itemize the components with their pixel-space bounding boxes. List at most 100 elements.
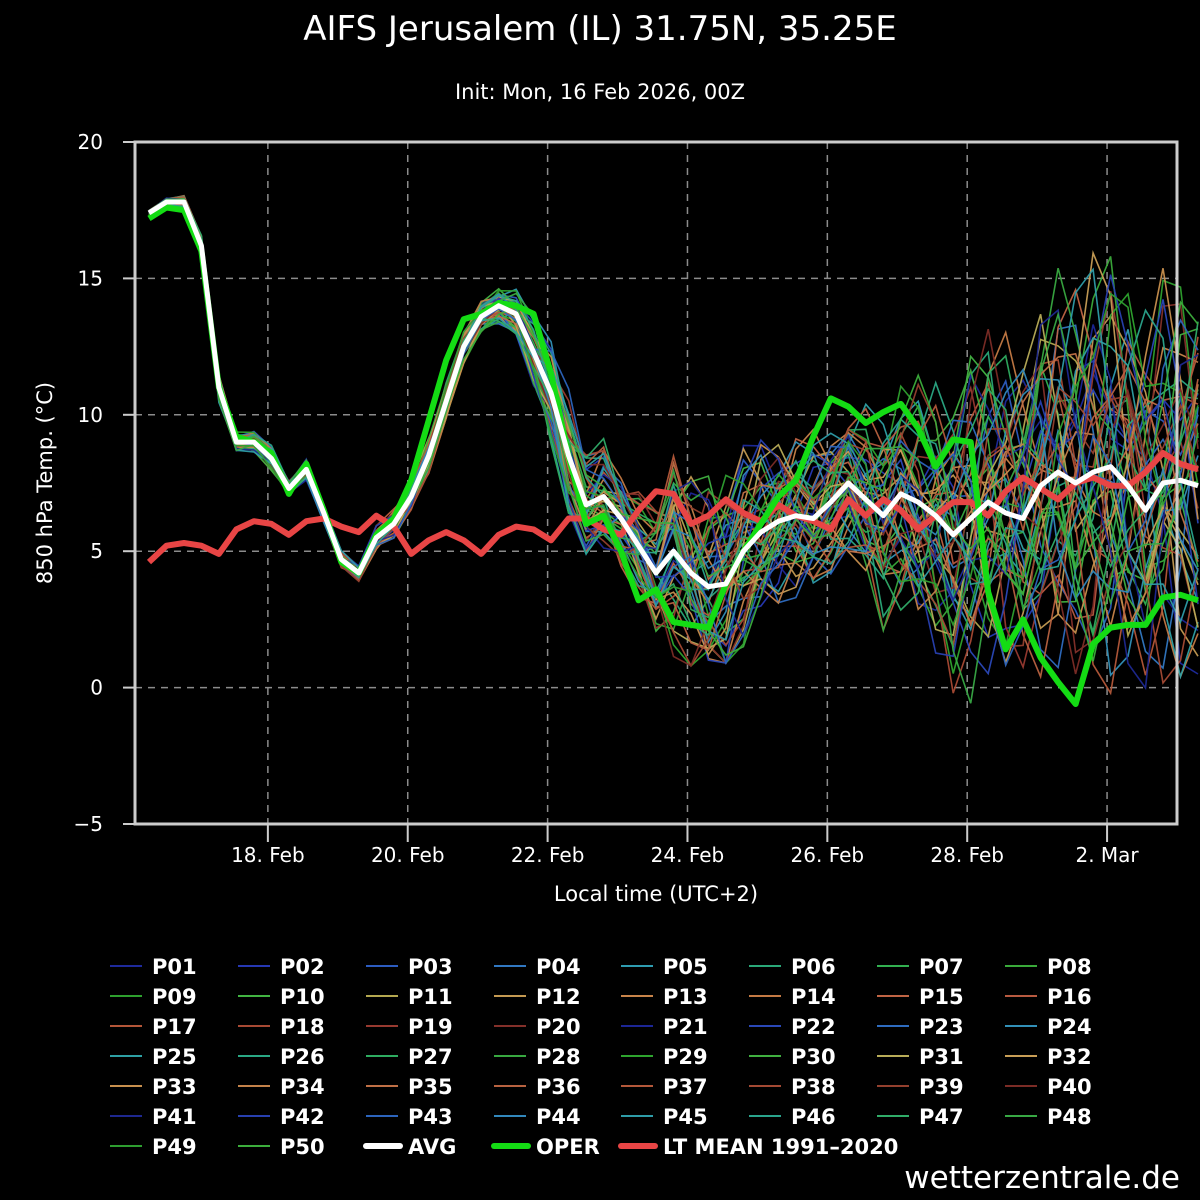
legend-label: P39 — [919, 1075, 964, 1099]
legend-label: P40 — [1047, 1075, 1092, 1099]
legend-label: P08 — [1047, 955, 1092, 979]
x-axis-ticks: 18. Feb 20. Feb 22. Feb 24. Feb 26. Feb 28. F… — [231, 824, 1139, 867]
legend-label: P43 — [408, 1105, 453, 1129]
y-tick-label: 5 — [90, 539, 103, 563]
legend-label: P31 — [919, 1045, 964, 1069]
legend-label: P15 — [919, 985, 964, 1009]
legend-label: P28 — [536, 1045, 581, 1069]
legend-label: P12 — [536, 985, 581, 1009]
legend-item-p28: P28 — [494, 1045, 581, 1069]
legend-label: P23 — [919, 1015, 964, 1039]
chart-subtitle: Init: Mon, 16 Feb 2026, 00Z — [455, 80, 745, 104]
legend-label: P47 — [919, 1105, 964, 1129]
legend-label: P06 — [791, 955, 836, 979]
legend-item-p26: P26 — [238, 1045, 325, 1069]
legend-label: P02 — [280, 955, 325, 979]
legend-item-oper: OPER — [491, 1135, 600, 1159]
legend-label: LT MEAN 1991–2020 — [663, 1135, 898, 1159]
x-tick-label: 22. Feb — [511, 843, 585, 867]
legend-item-p44: P44 — [494, 1105, 581, 1129]
legend-label: P10 — [280, 985, 325, 1009]
legend-item-lt-mean-1991-2020: LT MEAN 1991–2020 — [618, 1135, 898, 1159]
legend-label: P03 — [408, 955, 453, 979]
series-line-avg — [147, 199, 1199, 590]
legend-item-p07: P07 — [877, 955, 964, 979]
y-tick-label: −5 — [74, 812, 103, 836]
y-tick-label: 10 — [78, 403, 103, 427]
legend-item-p14: P14 — [749, 985, 836, 1009]
y-axis-label: 850 hPa Temp. (°C) — [33, 382, 57, 584]
legend-label: P19 — [408, 1015, 453, 1039]
x-tick-label: 24. Feb — [651, 843, 725, 867]
legend-item-p29: P29 — [621, 1045, 708, 1069]
legend-label: P37 — [663, 1075, 708, 1099]
legend-item-p01: P01 — [110, 955, 197, 979]
legend-item-p09: P09 — [110, 985, 197, 1009]
legend-item-p04: P04 — [494, 955, 581, 979]
legend-item-p02: P02 — [238, 955, 325, 979]
y-tick-label: 15 — [78, 266, 103, 290]
legend-label: P36 — [536, 1075, 581, 1099]
legend-label: P50 — [280, 1135, 325, 1159]
legend-label: P48 — [1047, 1105, 1092, 1129]
credit-text: wetterzentrale.de — [904, 1160, 1180, 1196]
legend-label: P35 — [408, 1075, 453, 1099]
legend-label: P46 — [791, 1105, 836, 1129]
legend-label: P24 — [1047, 1015, 1092, 1039]
legend-item-p33: P33 — [110, 1075, 197, 1099]
legend: P01 P02 P03 P04 P05 P06 P07 P08 P09 P10 P11 P12 P13 P… — [110, 955, 1092, 1159]
legend-label: P13 — [663, 985, 708, 1009]
legend-label: P44 — [536, 1105, 581, 1129]
legend-item-p37: P37 — [621, 1075, 708, 1099]
legend-label: P18 — [280, 1015, 325, 1039]
legend-item-p41: P41 — [110, 1105, 197, 1129]
legend-item-avg: AVG — [363, 1135, 456, 1159]
legend-item-p08: P08 — [1005, 955, 1092, 979]
legend-item-p23: P23 — [877, 1015, 964, 1039]
legend-item-p38: P38 — [749, 1075, 836, 1099]
plot-frame — [133, 140, 1179, 826]
legend-item-p31: P31 — [877, 1045, 964, 1069]
legend-item-p18: P18 — [238, 1015, 325, 1039]
legend-item-p20: P20 — [494, 1015, 581, 1039]
legend-item-p05: P05 — [621, 955, 708, 979]
legend-item-p42: P42 — [238, 1105, 325, 1129]
legend-item-p47: P47 — [877, 1105, 964, 1129]
legend-item-p06: P06 — [749, 955, 836, 979]
legend-label: P09 — [152, 985, 197, 1009]
legend-label: P34 — [280, 1075, 325, 1099]
legend-label: P29 — [663, 1045, 708, 1069]
legend-item-p10: P10 — [238, 985, 325, 1009]
legend-item-p25: P25 — [110, 1045, 197, 1069]
legend-label: P32 — [1047, 1045, 1092, 1069]
legend-item-p12: P12 — [494, 985, 581, 1009]
legend-label: P17 — [152, 1015, 197, 1039]
legend-label: P16 — [1047, 985, 1092, 1009]
legend-label: P21 — [663, 1015, 708, 1039]
chart-title: AIFS Jerusalem (IL) 31.75N, 35.25E — [303, 9, 896, 49]
legend-label: P01 — [152, 955, 197, 979]
legend-item-p30: P30 — [749, 1045, 836, 1069]
legend-label: P49 — [152, 1135, 197, 1159]
legend-label: P27 — [408, 1045, 453, 1069]
legend-item-p48: P48 — [1005, 1105, 1092, 1129]
member-line-p44 — [148, 198, 1199, 601]
legend-label: P04 — [536, 955, 581, 979]
legend-item-p34: P34 — [238, 1075, 325, 1099]
legend-item-p39: P39 — [877, 1075, 964, 1099]
legend-item-p43: P43 — [366, 1105, 453, 1129]
legend-item-p50: P50 — [238, 1135, 325, 1159]
legend-item-p35: P35 — [366, 1075, 453, 1099]
legend-item-p45: P45 — [621, 1105, 708, 1129]
main-series — [146, 199, 1199, 707]
legend-item-p03: P03 — [366, 955, 453, 979]
legend-label: OPER — [536, 1135, 600, 1159]
x-tick-label: 28. Feb — [930, 843, 1004, 867]
legend-item-p49: P49 — [110, 1135, 197, 1159]
legend-label: P26 — [280, 1045, 325, 1069]
legend-label: P25 — [152, 1045, 197, 1069]
legend-label: AVG — [408, 1135, 456, 1159]
legend-item-p22: P22 — [749, 1015, 836, 1039]
y-axis-ticks: 20 15 10 5 0 −5 — [74, 130, 135, 836]
